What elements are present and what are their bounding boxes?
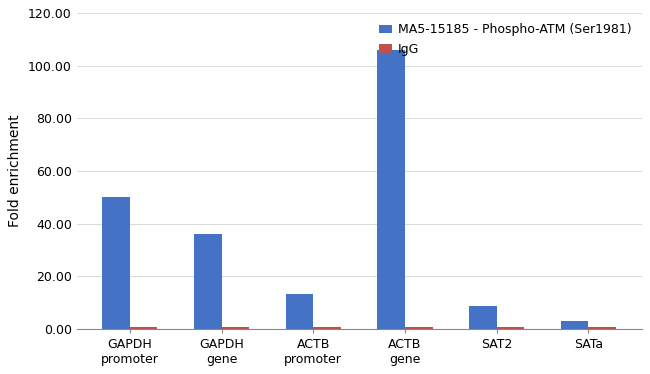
Bar [286,294,313,329]
Bar [497,327,525,329]
Bar [378,50,405,329]
Bar [222,327,249,329]
Bar [561,321,588,329]
Bar [405,327,432,329]
Legend: MA5-15185 - Phospho-ATM (Ser1981), IgG: MA5-15185 - Phospho-ATM (Ser1981), IgG [376,19,636,59]
Bar [194,234,222,329]
Bar [469,306,497,329]
Bar [130,327,157,329]
Bar [102,197,130,329]
Y-axis label: Fold enrichment: Fold enrichment [8,115,22,227]
Bar [588,327,616,329]
Bar [313,327,341,329]
